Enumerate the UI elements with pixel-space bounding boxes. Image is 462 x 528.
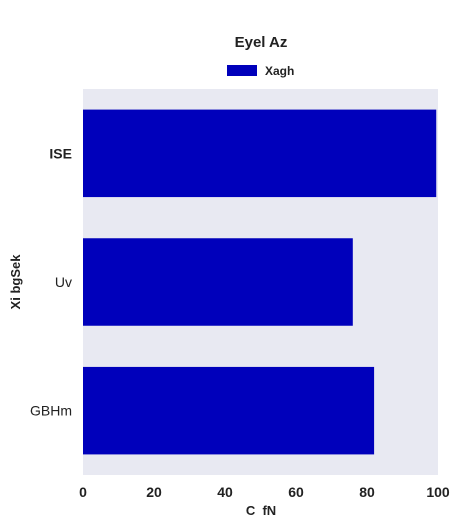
- y-tick-label: ISE: [49, 145, 72, 161]
- x-tick-label: 20: [146, 484, 162, 500]
- x-tick-label: 40: [217, 484, 233, 500]
- bar-ise: [83, 109, 437, 198]
- x-tick-label: 80: [359, 484, 375, 500]
- bar-gbhm: [83, 366, 375, 455]
- y-axis-label: Xi bgSek: [8, 254, 23, 310]
- y-tick-labels: ISE Uv GBHm: [30, 145, 72, 418]
- chart-title: Eyel Az: [235, 34, 288, 51]
- bars: [83, 109, 437, 455]
- legend-label: Xagh: [265, 64, 294, 78]
- x-tick-label: 0: [79, 484, 87, 500]
- x-axis-label: C fN: [246, 503, 276, 518]
- bar-uv: [83, 238, 353, 326]
- x-tick-label: 60: [288, 484, 304, 500]
- x-tick-label: 100: [426, 484, 450, 500]
- y-tick-label: Uv: [55, 274, 72, 290]
- y-tick-label: GBHm: [30, 403, 72, 419]
- legend-swatch: [227, 65, 257, 76]
- legend: Xagh: [227, 64, 294, 78]
- x-tick-labels: 0 20 40 60 80 100: [79, 484, 450, 500]
